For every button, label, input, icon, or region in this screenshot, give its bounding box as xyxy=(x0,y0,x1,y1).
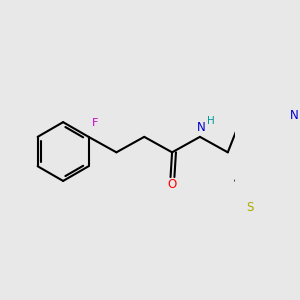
Text: S: S xyxy=(246,201,253,214)
Text: F: F xyxy=(92,118,98,128)
Text: H: H xyxy=(207,116,214,126)
Text: N: N xyxy=(290,110,298,122)
Text: O: O xyxy=(167,178,177,191)
Text: N: N xyxy=(197,121,206,134)
